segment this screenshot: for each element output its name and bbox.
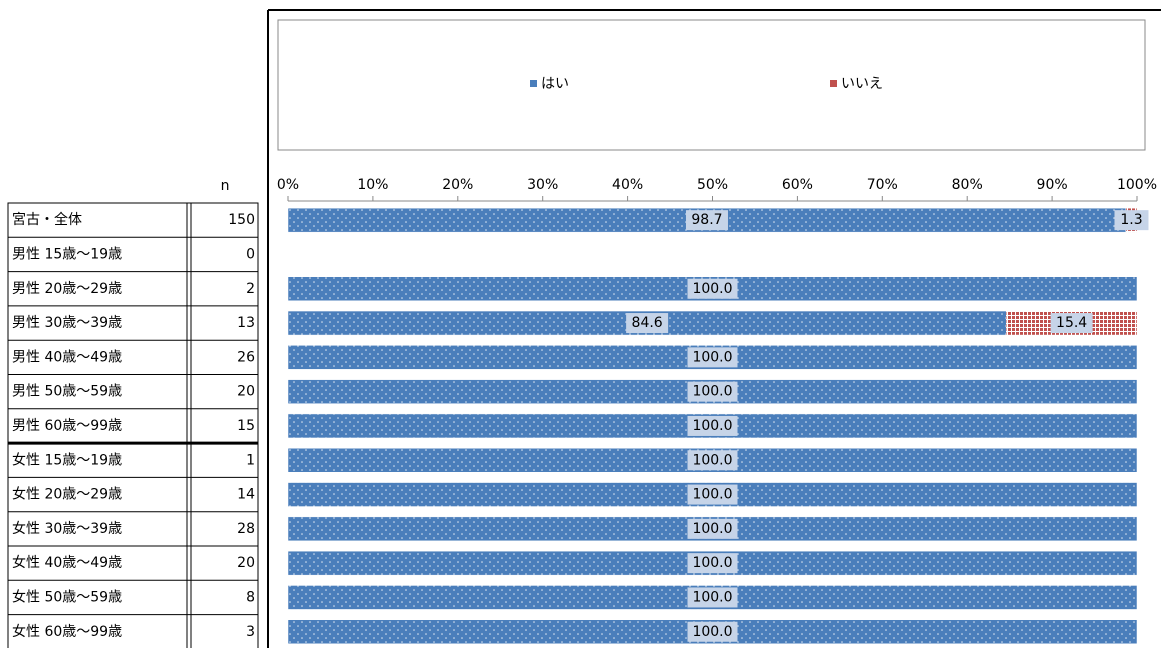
row-label: 男性 20歳～29歳 bbox=[12, 281, 122, 297]
label-bg bbox=[687, 621, 738, 642]
n-value: 20 bbox=[237, 555, 255, 571]
data-label: 84.6 bbox=[632, 315, 663, 331]
label-bg bbox=[687, 553, 738, 574]
n-value: 14 bbox=[237, 487, 255, 503]
x-tick-label: 20% bbox=[442, 177, 473, 193]
data-label: 100.0 bbox=[692, 281, 732, 297]
n-header: n bbox=[221, 178, 230, 194]
row-label: 男性 60歳～99歳 bbox=[12, 418, 122, 434]
row-label: 女性 60歳～99歳 bbox=[12, 623, 122, 640]
n-value: 0 bbox=[246, 246, 255, 262]
data-label: 100.0 bbox=[692, 452, 732, 468]
data-label: 100.0 bbox=[692, 589, 732, 605]
label-bg bbox=[626, 313, 669, 334]
x-tick-label: 100% bbox=[1117, 177, 1157, 193]
n-value: 3 bbox=[246, 624, 255, 640]
data-label: 98.7 bbox=[691, 212, 722, 228]
x-tick-label: 10% bbox=[357, 177, 388, 193]
n-value: 15 bbox=[237, 418, 255, 434]
x-tick-label: 40% bbox=[612, 177, 643, 193]
label-bg bbox=[687, 278, 738, 299]
legend-swatch bbox=[830, 80, 837, 87]
label-bg bbox=[687, 450, 738, 471]
data-label: 100.0 bbox=[692, 624, 732, 640]
n-value: 8 bbox=[246, 589, 255, 605]
n-value: 13 bbox=[237, 315, 255, 331]
x-tick-label: 70% bbox=[867, 177, 898, 193]
n-value: 1 bbox=[246, 452, 255, 468]
legend-label: いいえ bbox=[841, 76, 883, 92]
x-tick-label: 50% bbox=[697, 177, 728, 193]
legend-box bbox=[277, 19, 1146, 151]
data-label: 1.3 bbox=[1120, 212, 1142, 228]
label-bg bbox=[687, 381, 738, 402]
label-bg bbox=[1114, 210, 1149, 231]
row-label: 男性 30歳～39歳 bbox=[12, 315, 122, 331]
row-label: 女性 50歳～59歳 bbox=[12, 588, 122, 605]
data-label: 100.0 bbox=[692, 418, 732, 434]
data-label: 100.0 bbox=[692, 349, 732, 365]
row-label: 男性 15歳～19歳 bbox=[12, 246, 122, 262]
data-label: 100.0 bbox=[692, 384, 732, 400]
legend-label: はい bbox=[541, 76, 569, 92]
label-bg bbox=[687, 587, 738, 608]
x-tick-label: 30% bbox=[527, 177, 558, 193]
legend-swatch bbox=[530, 80, 537, 87]
x-tick-label: 80% bbox=[952, 177, 983, 193]
row-label: 男性 50歳～59歳 bbox=[12, 384, 122, 400]
label-bg bbox=[1050, 313, 1093, 334]
row-label: 女性 20歳～29歳 bbox=[12, 486, 122, 503]
label-bg bbox=[687, 415, 738, 436]
data-label: 15.4 bbox=[1056, 315, 1087, 331]
x-tick-label: 90% bbox=[1037, 177, 1068, 193]
row-label: 女性 30歳～39歳 bbox=[12, 520, 122, 537]
data-label: 100.0 bbox=[692, 521, 732, 537]
label-bg bbox=[687, 484, 738, 505]
row-label: 男性 40歳～49歳 bbox=[12, 349, 122, 365]
label-bg bbox=[687, 347, 738, 368]
x-tick-label: 0% bbox=[277, 177, 299, 193]
row-label: 女性 15歳～19歳 bbox=[12, 451, 122, 468]
row-label: 女性 40歳～49歳 bbox=[12, 554, 122, 571]
n-value: 2 bbox=[246, 281, 255, 297]
label-bg bbox=[687, 518, 738, 539]
label-bg bbox=[685, 210, 728, 231]
row-label: 宮古・全体 bbox=[12, 211, 82, 228]
n-value: 150 bbox=[228, 212, 255, 228]
x-tick-label: 60% bbox=[782, 177, 813, 193]
n-value: 26 bbox=[237, 349, 255, 365]
n-value: 20 bbox=[237, 384, 255, 400]
data-label: 100.0 bbox=[692, 555, 732, 571]
data-label: 100.0 bbox=[692, 487, 732, 503]
n-value: 28 bbox=[237, 521, 255, 537]
